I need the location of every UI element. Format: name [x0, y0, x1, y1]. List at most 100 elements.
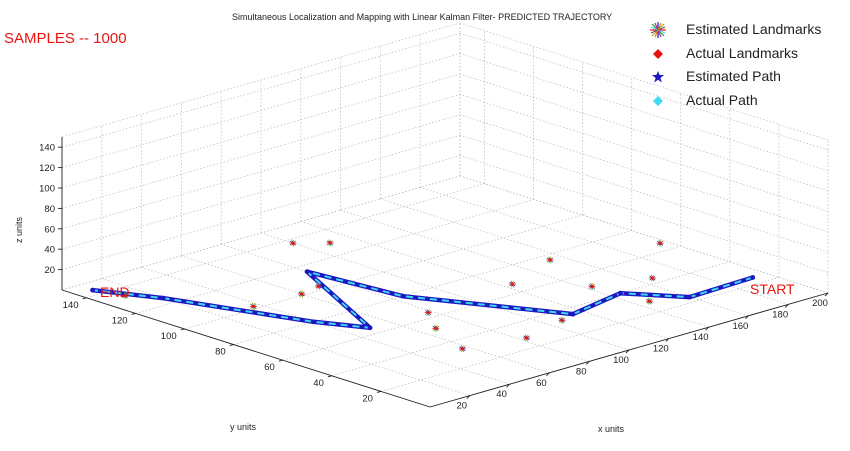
y-tick-label: 140	[63, 300, 79, 311]
trajectory	[90, 269, 756, 331]
red-diamond-icon	[653, 48, 663, 59]
z-tick-label: 80	[44, 204, 55, 215]
actual-landmark-diamond	[299, 292, 304, 296]
x-tick	[665, 338, 670, 342]
y-axis-label: y units	[230, 422, 257, 432]
actual-landmark-diamond	[548, 257, 552, 262]
y-tick	[131, 312, 136, 315]
grid-line	[61, 175, 461, 291]
landmark-marker	[459, 345, 466, 353]
path-point	[367, 325, 373, 331]
y-axis-line	[61, 289, 431, 408]
landmark-marker	[432, 324, 440, 332]
landmark-marker	[546, 256, 554, 264]
grid-line	[459, 53, 829, 171]
grid-line	[260, 232, 630, 351]
y-tick-label: 40	[313, 378, 324, 389]
landmark-marker	[648, 274, 656, 282]
legend-label: Actual Landmarks	[686, 44, 799, 61]
chart-title: Simultaneous Localization and Mapping wi…	[232, 12, 613, 22]
y-tick-label: 100	[161, 331, 177, 342]
x-tick-label: 60	[536, 378, 547, 389]
actual-landmark-diamond	[290, 241, 295, 246]
legend-label: Estimated Landmarks	[686, 21, 822, 37]
grid-line	[459, 32, 829, 151]
start-label: START	[750, 281, 795, 297]
grid-line	[135, 199, 534, 314]
x-tick	[824, 292, 829, 297]
tick-labels: 20 40 60 80 100 120 140 160 180 200 20 40 60 80 100 120…	[39, 143, 828, 412]
x-tick	[466, 395, 471, 399]
landmark-marker	[508, 280, 516, 288]
actual-landmark-diamond	[560, 318, 564, 323]
actual-landmark-diamond	[123, 293, 128, 298]
actual-landmark-diamond	[510, 282, 515, 287]
grid-line	[459, 175, 829, 294]
landmark-marker	[588, 283, 596, 290]
y-tick	[180, 328, 185, 331]
grid-line	[459, 94, 829, 212]
grid-line	[86, 183, 485, 299]
y-tick	[327, 375, 332, 378]
x-tick	[625, 349, 630, 354]
path-point	[304, 269, 310, 275]
path-point	[310, 319, 316, 325]
y-tick-label: 80	[215, 347, 226, 358]
x-tick	[784, 304, 789, 308]
landmark-marker	[121, 292, 129, 300]
axes	[58, 137, 829, 408]
z-tick-label: 120	[39, 163, 55, 174]
actual-landmark-diamond	[433, 326, 438, 331]
landmark-marker	[298, 290, 306, 298]
landmark-marker	[523, 334, 530, 342]
actual-landmark-diamond	[460, 346, 465, 351]
grid-line	[61, 22, 461, 138]
grid-lines	[61, 22, 829, 408]
landmark-marker	[424, 309, 432, 317]
x-tick-label: 40	[496, 389, 507, 400]
actual-path-line	[92, 270, 753, 329]
grid-line	[459, 22, 829, 141]
path-point	[160, 295, 166, 301]
grid-line	[459, 134, 829, 253]
landmark-marker	[656, 239, 664, 247]
grid-line	[459, 155, 829, 273]
landmark-marker	[289, 239, 297, 247]
actual-landmark-diamond	[589, 284, 594, 289]
path-point	[687, 294, 692, 300]
grid-line	[459, 114, 829, 233]
x-tick-label: 200	[812, 298, 828, 309]
grid-line	[221, 244, 590, 362]
grid-line	[61, 32, 461, 148]
actual-landmark-diamond	[647, 299, 652, 304]
x-tick-label: 140	[693, 332, 709, 343]
landmark-marker	[326, 239, 334, 247]
grid-line	[331, 261, 730, 377]
path-point	[618, 290, 623, 296]
y-tick-label: 20	[362, 393, 373, 404]
z-tick-label: 40	[44, 245, 55, 256]
actual-landmark-diamond	[426, 310, 431, 315]
end-label: END	[100, 284, 130, 300]
grid-line	[61, 134, 461, 250]
grid-line	[300, 221, 669, 339]
x-tick-label: 120	[653, 344, 669, 355]
grid-line	[61, 53, 461, 168]
y-tick-label: 60	[264, 362, 275, 373]
x-axis-label: x units	[598, 424, 625, 434]
x-tick-label: 100	[613, 355, 629, 366]
landmark-marker	[645, 297, 653, 305]
y-tick-label: 120	[112, 315, 128, 326]
actual-landmark-diamond	[650, 276, 655, 281]
x-tick-label: 160	[732, 321, 748, 332]
x-tick	[506, 383, 510, 388]
grid-line	[233, 230, 632, 345]
actual-landmark-diamond	[316, 284, 321, 289]
samples-annotation: SAMPLES -- 1000	[4, 30, 127, 47]
estimated-path-line	[90, 269, 755, 331]
grid-line	[61, 73, 461, 189]
y-tick	[229, 344, 234, 347]
path-point	[400, 293, 406, 299]
x-tick	[546, 372, 550, 377]
actual-landmark-diamond	[524, 335, 529, 340]
